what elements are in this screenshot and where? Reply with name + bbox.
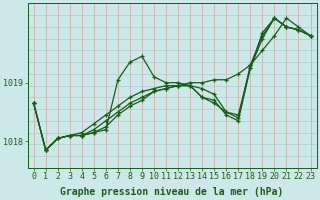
X-axis label: Graphe pression niveau de la mer (hPa): Graphe pression niveau de la mer (hPa): [60, 186, 284, 197]
